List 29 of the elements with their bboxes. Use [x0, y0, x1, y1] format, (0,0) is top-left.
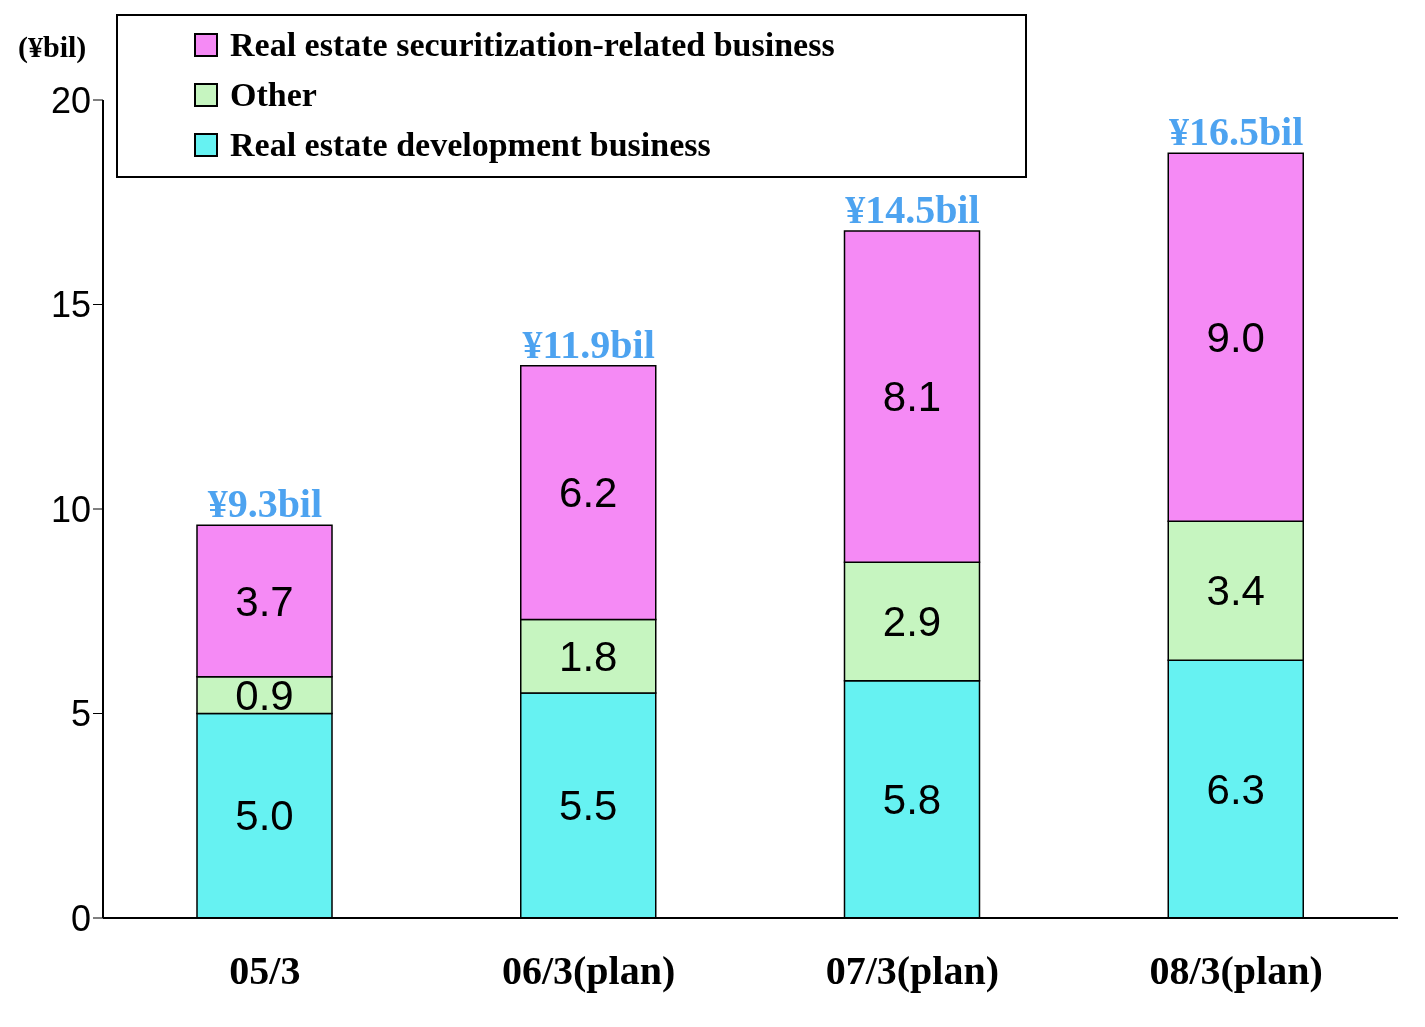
x-tick-label: 05/3: [229, 948, 301, 994]
x-tick-label: 06/3(plan): [501, 948, 676, 994]
data-label: 3.7: [235, 577, 294, 625]
data-label: 5.5: [559, 782, 618, 830]
data-label: 1.8: [559, 632, 618, 680]
data-label: 6.3: [1206, 765, 1265, 813]
annotation: ¥11.9bil: [522, 321, 655, 367]
y-axis-title: (¥bil): [18, 30, 87, 64]
data-label: 0.9: [235, 671, 294, 719]
data-label: 8.1: [882, 373, 942, 421]
data-label: 5.0: [235, 792, 294, 840]
annotation: ¥16.5bil: [1168, 109, 1304, 155]
y-tick-label: 15: [50, 284, 91, 326]
data-label: 6.2: [559, 469, 618, 517]
legend-label: Real estate development business: [229, 125, 712, 165]
data-label: 2.9: [882, 597, 942, 645]
annotation: ¥14.5bil: [845, 186, 980, 232]
legend-label: Real estate securitization-related business: [229, 25, 835, 65]
x-tick-label: 08/3(plan): [1149, 948, 1323, 994]
annotation: ¥9.3bil: [207, 481, 323, 527]
data-label: 3.4: [1206, 567, 1265, 615]
y-tick-label: 0: [70, 897, 91, 939]
data-label: 9.0: [1206, 313, 1265, 361]
legend-label: Other: [229, 75, 318, 115]
data-label: 5.8: [882, 775, 942, 823]
y-tick-label: 10: [50, 488, 91, 530]
x-tick-label: 07/3(plan): [825, 948, 1000, 994]
y-tick-label: 20: [50, 79, 91, 121]
y-tick-label: 5: [70, 693, 91, 735]
